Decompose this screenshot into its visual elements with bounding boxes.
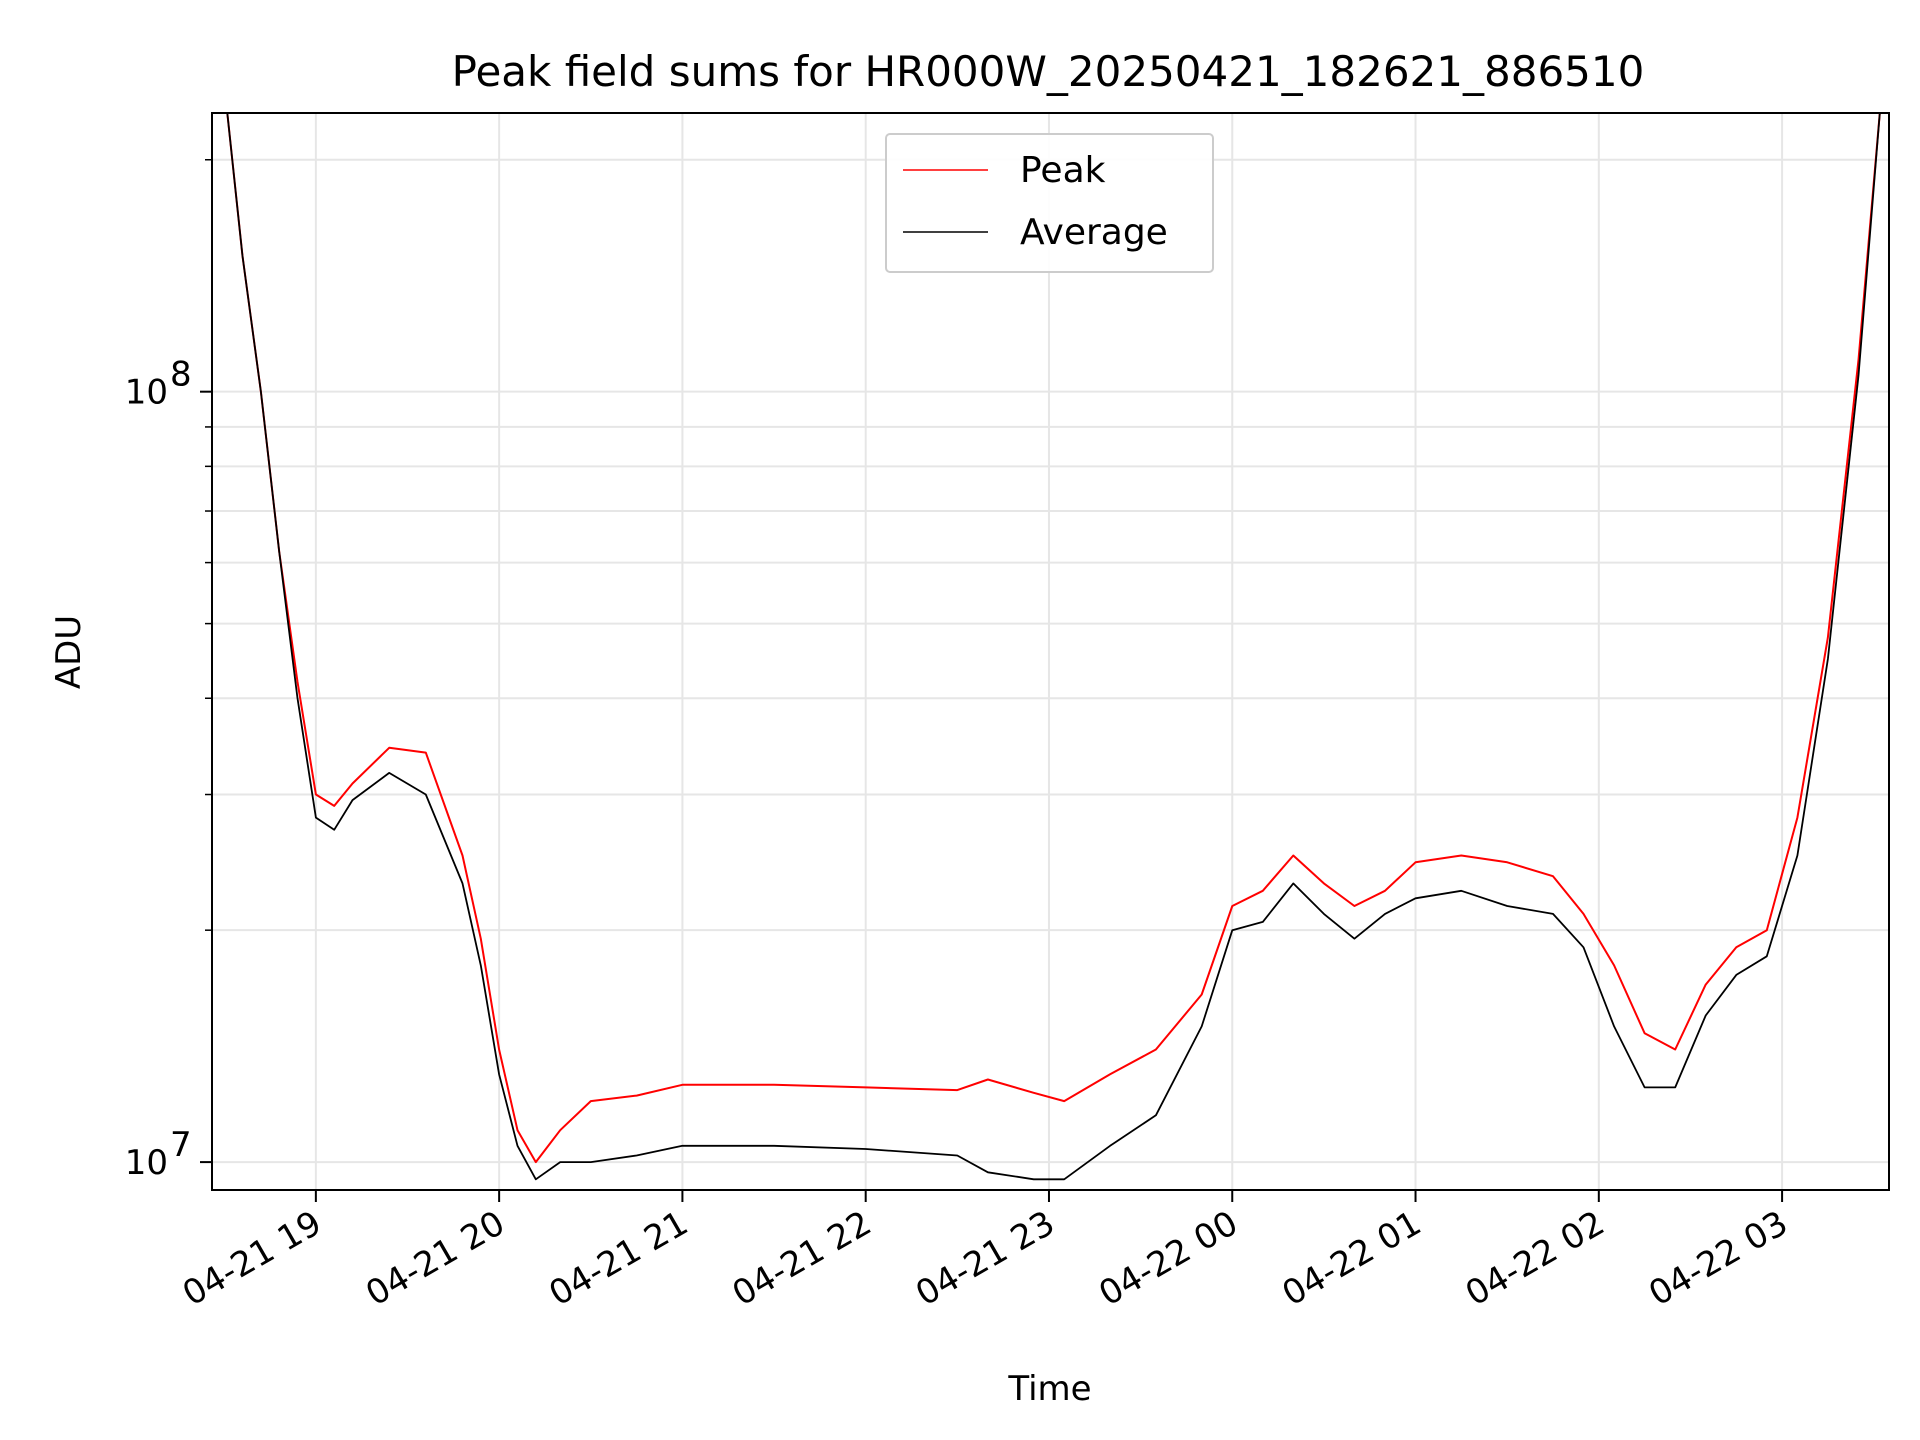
x-tick-label: 04-21 22 (726, 1203, 878, 1314)
series-line-average (226, 113, 1881, 1181)
x-tick-label: 04-21 23 (909, 1203, 1061, 1314)
y-tick-label: 10 (125, 373, 168, 413)
grid (212, 113, 1889, 1190)
y-tick-exponent: 8 (170, 355, 192, 395)
y-axis-label: ADU (49, 615, 89, 689)
y-tick-label: 10 (125, 1143, 168, 1183)
legend-label-peak: Peak (1020, 150, 1106, 191)
x-tick-label: 04-22 00 (1092, 1203, 1244, 1314)
legend-box (885, 133, 1214, 273)
x-axis-label: Time (1007, 1369, 1091, 1409)
chart-title: Peak field sums for HR000W_20250421_1826… (452, 47, 1645, 96)
plot-frame (211, 112, 1890, 1191)
series-line-peak (226, 113, 1881, 1164)
x-tick-label: 04-21 19 (176, 1203, 328, 1314)
x-axis: 04-21 19 04-21 20 04-21 21 04-21 22 04-21 23… (176, 1190, 1795, 1314)
series-layer (226, 113, 1881, 1181)
x-tick-label: 04-22 01 (1276, 1203, 1428, 1314)
legend: Peak Average (885, 133, 1214, 273)
x-tick-label: 04-21 20 (359, 1203, 511, 1314)
x-tick-label: 04-22 03 (1642, 1203, 1794, 1314)
legend-label-average: Average (1020, 212, 1168, 253)
x-tick-label: 04-21 21 (543, 1203, 695, 1314)
y-tick-exponent: 7 (170, 1125, 192, 1165)
x-tick-label: 04-22 02 (1459, 1203, 1611, 1314)
